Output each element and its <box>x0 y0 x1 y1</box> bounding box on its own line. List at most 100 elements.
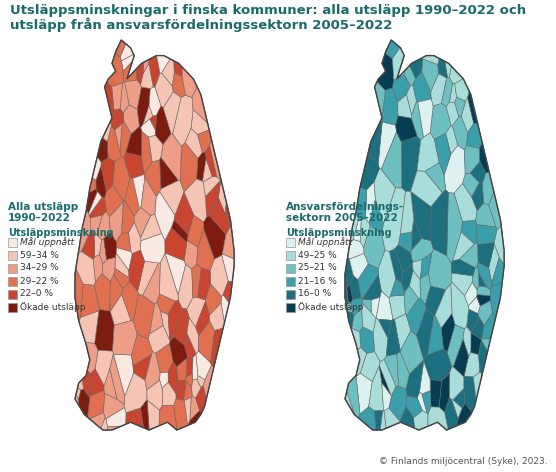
Polygon shape <box>177 358 187 380</box>
Polygon shape <box>191 379 201 398</box>
Polygon shape <box>413 71 431 102</box>
Polygon shape <box>97 138 108 162</box>
Polygon shape <box>141 399 149 430</box>
Polygon shape <box>143 105 153 125</box>
Polygon shape <box>379 365 391 396</box>
Polygon shape <box>168 301 182 341</box>
Polygon shape <box>205 145 217 177</box>
Text: Ansvarsfördelnings-: Ansvarsfördelnings- <box>286 202 404 212</box>
Polygon shape <box>379 360 396 396</box>
Text: 22–0 %: 22–0 % <box>20 289 53 298</box>
Polygon shape <box>483 172 494 205</box>
Polygon shape <box>397 352 409 389</box>
Polygon shape <box>94 234 102 257</box>
Polygon shape <box>453 232 474 261</box>
Polygon shape <box>464 145 480 174</box>
Polygon shape <box>451 273 473 296</box>
Polygon shape <box>162 382 176 405</box>
Polygon shape <box>384 354 399 386</box>
Polygon shape <box>468 296 480 313</box>
Polygon shape <box>92 157 101 180</box>
Polygon shape <box>409 271 420 298</box>
Polygon shape <box>78 389 90 417</box>
Polygon shape <box>363 275 381 300</box>
Polygon shape <box>184 179 206 222</box>
Polygon shape <box>351 297 363 316</box>
Polygon shape <box>382 188 405 252</box>
Polygon shape <box>103 393 125 419</box>
Text: 34–29 %: 34–29 % <box>20 263 59 272</box>
Polygon shape <box>350 214 359 244</box>
Polygon shape <box>104 232 117 260</box>
Polygon shape <box>101 158 115 192</box>
Polygon shape <box>149 87 161 116</box>
Polygon shape <box>186 356 193 377</box>
Polygon shape <box>359 407 376 430</box>
Text: Ökade utsläpp: Ökade utsläpp <box>298 302 364 312</box>
Polygon shape <box>368 120 382 165</box>
Polygon shape <box>360 327 375 354</box>
Polygon shape <box>378 250 396 298</box>
Polygon shape <box>445 61 451 77</box>
Polygon shape <box>148 326 170 353</box>
Polygon shape <box>190 396 200 421</box>
Polygon shape <box>159 405 177 430</box>
Polygon shape <box>90 413 105 429</box>
Polygon shape <box>466 309 479 332</box>
Polygon shape <box>120 81 129 113</box>
Polygon shape <box>196 351 211 379</box>
Polygon shape <box>464 352 480 377</box>
Text: 59–34 %: 59–34 % <box>20 251 59 260</box>
Polygon shape <box>417 133 439 171</box>
Polygon shape <box>406 396 423 418</box>
Polygon shape <box>76 251 96 286</box>
Polygon shape <box>185 128 202 158</box>
Polygon shape <box>373 318 388 362</box>
Polygon shape <box>393 47 404 80</box>
Polygon shape <box>472 265 479 290</box>
Polygon shape <box>453 388 465 408</box>
Polygon shape <box>365 182 375 223</box>
Polygon shape <box>112 320 137 355</box>
Polygon shape <box>417 392 427 413</box>
Polygon shape <box>404 66 416 86</box>
Polygon shape <box>451 282 469 329</box>
Polygon shape <box>96 166 106 198</box>
Polygon shape <box>347 311 354 329</box>
Polygon shape <box>150 115 156 131</box>
Polygon shape <box>123 152 144 178</box>
Polygon shape <box>446 126 458 154</box>
Polygon shape <box>115 253 129 278</box>
Text: Utsläppsminskning: Utsläppsminskning <box>8 228 113 238</box>
Polygon shape <box>178 264 193 309</box>
Polygon shape <box>155 192 175 240</box>
Polygon shape <box>129 250 145 291</box>
Polygon shape <box>400 331 424 374</box>
Polygon shape <box>461 220 477 244</box>
Polygon shape <box>112 83 122 110</box>
Polygon shape <box>160 158 178 189</box>
Polygon shape <box>439 374 449 412</box>
Polygon shape <box>353 219 361 242</box>
Polygon shape <box>113 354 134 396</box>
Polygon shape <box>116 233 131 252</box>
Polygon shape <box>188 411 201 425</box>
Polygon shape <box>76 388 81 400</box>
Polygon shape <box>411 101 424 140</box>
Polygon shape <box>162 59 174 86</box>
Polygon shape <box>406 360 424 398</box>
Polygon shape <box>375 411 383 430</box>
Polygon shape <box>481 339 490 351</box>
Polygon shape <box>197 130 211 152</box>
Polygon shape <box>431 190 448 256</box>
Polygon shape <box>478 242 494 268</box>
Polygon shape <box>133 175 145 209</box>
Polygon shape <box>97 211 110 240</box>
Polygon shape <box>406 85 416 115</box>
Polygon shape <box>389 386 407 421</box>
Polygon shape <box>210 139 221 180</box>
Polygon shape <box>161 134 181 181</box>
Polygon shape <box>90 215 102 235</box>
Polygon shape <box>476 203 496 227</box>
Polygon shape <box>381 132 402 188</box>
